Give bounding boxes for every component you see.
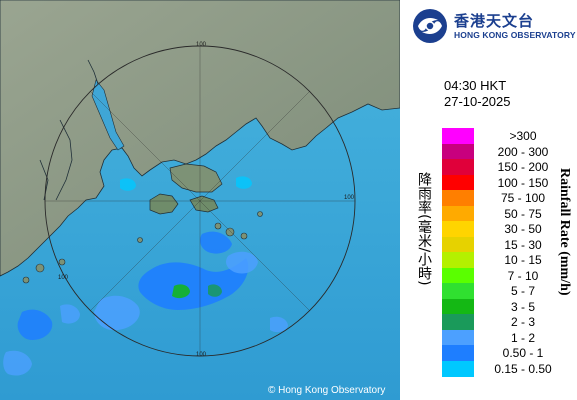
legend-label: 50 - 75 <box>504 206 542 221</box>
legend-row: >300 <box>442 128 572 144</box>
observation-date: 27-10-2025 <box>444 94 511 109</box>
legend-label: 5 - 7 <box>510 284 535 298</box>
hko-logo: 香港天文台 HONG KONG OBSERVATORY <box>412 8 575 44</box>
legend-label: 200 - 300 <box>497 144 549 159</box>
range-label-south: 100 <box>196 352 207 358</box>
hk-lantau <box>149 193 179 215</box>
legend-label: 3 - 5 <box>510 299 535 314</box>
legend-swatch <box>442 236 474 253</box>
legend-label: 0.15 - 0.50 <box>494 361 552 376</box>
legend-label: 100 - 150 <box>497 175 549 190</box>
legend-swatch <box>442 174 474 191</box>
legend-label: 10 - 15 <box>504 253 542 267</box>
estuary <box>91 79 125 151</box>
legend-row: 2 - 3 <box>442 314 572 330</box>
legend-label: 2 - 3 <box>510 315 535 329</box>
legend-label: >300 <box>509 129 537 143</box>
legend-row: 10 - 15 <box>442 252 572 268</box>
legend-row: 15 - 30 <box>442 236 572 253</box>
radar-map: 100 100 100 100 <box>0 0 400 400</box>
legend-label: 1 - 2 <box>510 330 535 345</box>
legend-swatch <box>442 205 474 222</box>
legend-label: 15 - 30 <box>504 237 542 252</box>
legend-swatch <box>442 283 474 299</box>
islands <box>22 211 263 284</box>
legend-row: 3 - 5 <box>442 298 572 315</box>
legend-row: 100 - 150 <box>442 174 572 191</box>
hko-emblem-icon <box>413 9 447 43</box>
legend-swatch <box>442 267 474 284</box>
legend-row: 50 - 75 <box>442 205 572 222</box>
legend-label: 7 - 10 <box>507 268 539 283</box>
legend-swatch <box>442 190 474 206</box>
legend-swatch <box>442 329 474 346</box>
legend-label: 75 - 100 <box>500 191 546 205</box>
legend-swatch <box>442 298 474 315</box>
legend-label: 150 - 200 <box>497 160 549 174</box>
legend-swatch <box>442 221 474 237</box>
hk-kowloon <box>169 163 223 193</box>
range-label-north: 100 <box>196 42 207 48</box>
legend-swatch <box>442 159 474 175</box>
legend-row: 0.15 - 0.50 <box>442 360 572 377</box>
range-label-east: 100 <box>344 195 355 201</box>
legend-label: 30 - 50 <box>504 222 542 236</box>
legend-row: 75 - 100 <box>442 190 572 206</box>
observation-time: 04:30 HKT <box>444 78 507 93</box>
legend-row: 200 - 300 <box>442 143 572 160</box>
range-label-west: 100 <box>58 275 69 281</box>
range-rings <box>44 45 356 357</box>
rain-echoes <box>3 176 288 376</box>
legend-row: 5 - 7 <box>442 283 572 299</box>
org-name-cn: 香港天文台 <box>454 12 535 30</box>
legend-swatch <box>442 314 474 330</box>
legend-swatch <box>442 143 474 160</box>
legend-swatch <box>442 345 474 361</box>
legend-row: 1 - 2 <box>442 329 572 346</box>
org-name-en: HONG KONG OBSERVATORY <box>454 30 576 40</box>
legend-swatch <box>442 128 474 144</box>
legend-panel: 香港天文台 HONG KONG OBSERVATORY 04:30 HKT 27… <box>400 0 577 400</box>
hk-island <box>189 195 219 213</box>
legend-row: 7 - 10 <box>442 267 572 284</box>
legend-swatch <box>442 360 474 377</box>
legend-row: 150 - 200 <box>442 159 572 175</box>
legend-label: 0.50 - 1 <box>502 346 544 360</box>
legend-swatch <box>442 252 474 268</box>
legend-title-cn: 降雨率(毫米/小時) <box>416 172 432 286</box>
legend-row: 0.50 - 1 <box>442 345 572 361</box>
copyright-notice: © Hong Kong Observatory <box>268 385 386 396</box>
legend-row: 30 - 50 <box>442 221 572 237</box>
legend-title-en: Rainfall Rate (mm/h) <box>557 168 572 296</box>
